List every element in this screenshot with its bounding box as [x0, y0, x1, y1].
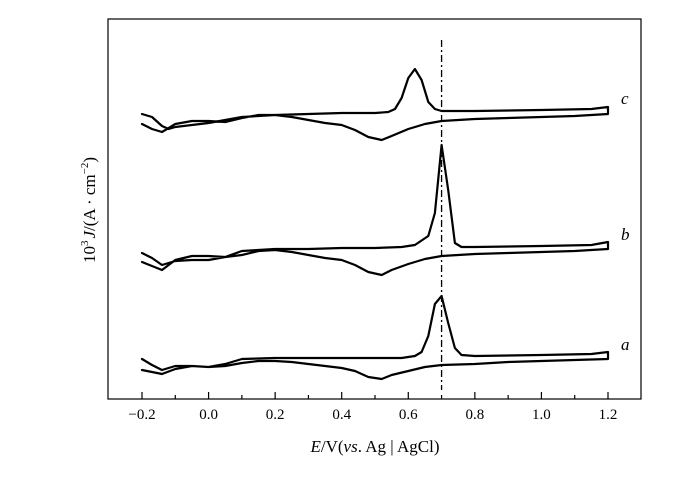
x-tick-label: 0.4: [332, 407, 351, 423]
series-curve-b: [140, 143, 610, 277]
series-curve-c: [140, 67, 610, 142]
x-tick-label: −0.2: [128, 407, 155, 423]
x-tick-label: 0.8: [465, 407, 484, 423]
series-label-c: c: [621, 89, 629, 108]
y-axis-title: 103J/(A · cm−2): [79, 157, 99, 263]
series-curves: [140, 67, 610, 381]
x-tick-label: 0.0: [199, 407, 218, 423]
x-axis-tick-labels: −0.2 0.0 0.2 0.4 0.6 0.8 1.0 1.2: [128, 407, 617, 423]
x-tick-label: 1.0: [532, 407, 551, 423]
series-curve-a: [140, 294, 610, 381]
x-axis-ticks: [141, 392, 609, 399]
series-labels: c b a: [621, 89, 630, 354]
x-tick-label: 0.6: [399, 407, 418, 423]
x-tick-label: 0.2: [266, 407, 285, 423]
plot-frame: [107, 18, 642, 400]
x-axis-title: E/V(vs. Ag | AgCl): [309, 437, 439, 456]
series-label-b: b: [621, 225, 630, 244]
x-tick-label: 1.2: [599, 407, 618, 423]
series-label-a: a: [621, 335, 630, 354]
